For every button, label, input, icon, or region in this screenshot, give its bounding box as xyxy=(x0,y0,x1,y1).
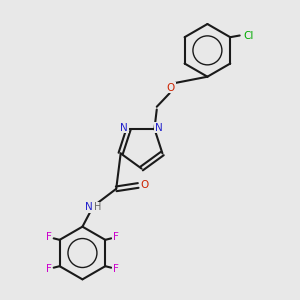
Text: F: F xyxy=(113,232,119,242)
Text: N: N xyxy=(85,202,92,212)
Text: O: O xyxy=(141,181,149,190)
Text: F: F xyxy=(113,264,119,274)
Text: N: N xyxy=(120,122,128,133)
Text: H: H xyxy=(94,202,101,212)
Text: Cl: Cl xyxy=(244,31,254,40)
Text: F: F xyxy=(46,264,52,274)
Text: F: F xyxy=(46,232,52,242)
Text: N: N xyxy=(154,122,162,133)
Text: O: O xyxy=(167,82,175,92)
